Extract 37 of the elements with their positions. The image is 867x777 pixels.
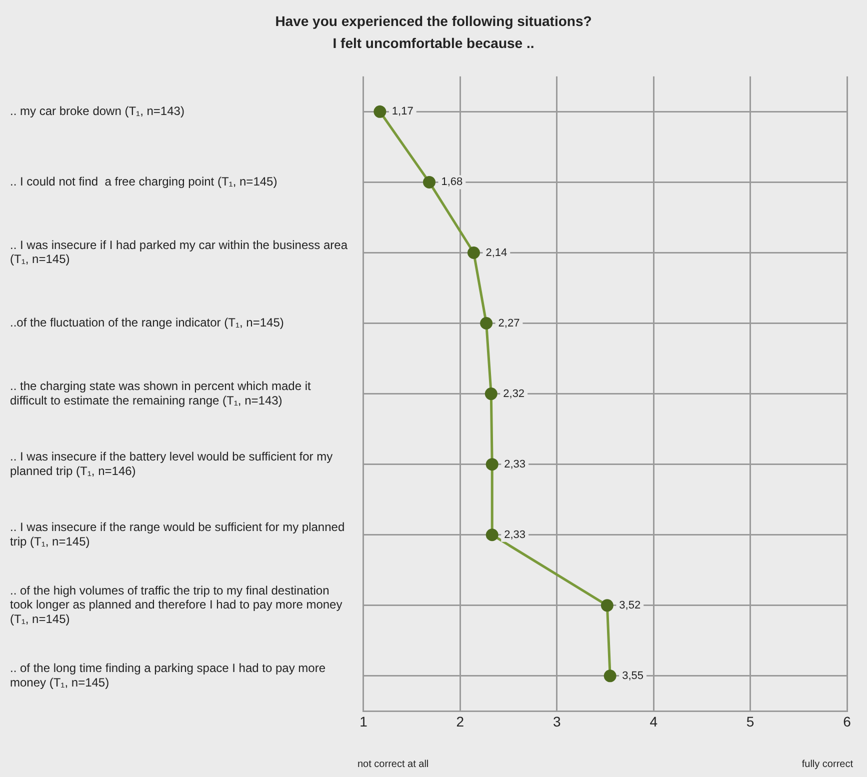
y-tick-label: .. I was insecure if I had parked my car within the business area (T₁, n=145) [10, 238, 348, 266]
x-tick-label: 5 [746, 713, 754, 730]
y-tick-label: ..of the fluctuation of the range indicator (T₁, n=145) [10, 316, 284, 330]
data-label: 1,17 [392, 106, 414, 118]
chart-subtitle: I felt uncomfortable because .. [332, 34, 536, 53]
x-tick-label: 2 [456, 713, 464, 730]
chart-title: Have you experienced the following situations? [274, 12, 593, 31]
point [374, 105, 386, 118]
x-tick-label: 4 [650, 713, 658, 730]
x-tick-label: 6 [843, 713, 852, 730]
y-tick-label: .. I was insecure if the battery level would be sufficient for my planned trip (T₁, n=146) [10, 449, 333, 478]
point [467, 246, 480, 259]
point [484, 388, 498, 400]
data-label: 2,14 [486, 246, 508, 259]
point [604, 670, 616, 682]
y-tick-label: .. I could not find a free charging point (T₁, n=145) [10, 174, 278, 189]
data-label: 1,68 [441, 176, 463, 188]
data-label: 2,27 [498, 317, 520, 330]
y-tick-label: .. of the high volumes of traffic the trip to my final destination took longer as planned and therefore I had to pay more money (T₁, n=145) [10, 583, 342, 626]
text: not correct at all [357, 758, 429, 770]
data-label: 3,52 [619, 599, 641, 612]
data-label: 2,32 [503, 388, 525, 400]
data-label: 2,33 [504, 528, 526, 541]
point [480, 317, 493, 330]
data-label: 2,33 [504, 458, 526, 470]
y-tick-label: .. the charging state was shown in percent which made it difficult to estimate the remaining range (T₁, n=143) [10, 378, 312, 408]
point [486, 528, 498, 542]
point [423, 176, 436, 188]
x-tick-label: 1 [360, 713, 368, 730]
point [486, 458, 498, 471]
point [600, 599, 614, 612]
text: fully correct [802, 758, 854, 770]
y-tick-label: .. I was insecure if the range would be sufficient for my planned trip (T₁, n=145) [10, 520, 345, 548]
data-label: 3,55 [622, 670, 644, 682]
y-tick-label: .. my car broke down (T₁, n=143) [10, 104, 184, 118]
x-tick-label: 3 [553, 713, 561, 730]
y-tick-label: .. of the long time finding a parking space I had to pay more money (T₁, n=145) [10, 661, 326, 690]
